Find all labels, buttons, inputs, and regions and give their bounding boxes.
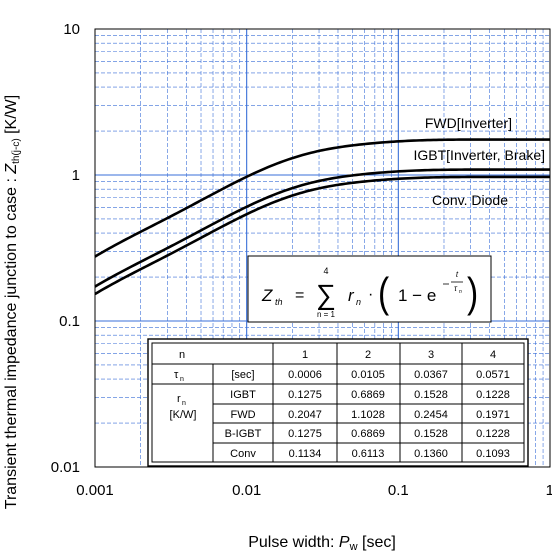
y-tick-label: 10	[63, 21, 80, 38]
table-tau-sub: n	[180, 376, 184, 383]
table-tau-2: 0.0105	[351, 369, 385, 381]
table-tau-3: 0.0367	[414, 369, 448, 381]
y-tick-label: 0.01	[51, 459, 80, 476]
series-label-2: Conv. Diode	[432, 192, 508, 208]
table-header-2: 2	[365, 349, 371, 361]
table-header-1: 1	[302, 349, 308, 361]
table-header-n: n	[179, 349, 185, 361]
table-tau-label: τ	[174, 369, 179, 381]
formula-exp-t: t	[456, 270, 459, 279]
table-tau-unit: [sec]	[231, 369, 254, 381]
table-row-name: FWD	[230, 409, 255, 421]
table-cell: 0.1228	[476, 389, 510, 401]
series-label-0: FWD[Inverter]	[425, 115, 512, 131]
table-header-4: 4	[490, 349, 496, 361]
table-row-name: IGBT	[230, 389, 256, 401]
series-label-1: IGBT[Inverter, Brake]	[414, 147, 546, 163]
table-cell: 0.1360	[414, 448, 448, 460]
formula-sum-top: 4	[323, 266, 328, 276]
table-tau-4: 0.0571	[476, 369, 510, 381]
table-cell: 0.1528	[414, 428, 448, 440]
table-r-sub: n	[182, 400, 186, 407]
y-tick-label: 0.1	[59, 313, 80, 330]
y-tick-labels: 0.01 0.1 1 10	[51, 21, 80, 476]
x-tick-labels: 0.001 0.01 0.1 1	[76, 482, 552, 499]
table-cell: 0.1228	[476, 428, 510, 440]
series-line-0	[94, 138, 550, 258]
table-cell: 0.1275	[288, 428, 322, 440]
formula-sum-symbol: ∑	[316, 279, 336, 310]
formula-term-sub: n	[356, 297, 361, 307]
x-axis-label: Pulse width: Pw [sec]	[248, 534, 396, 553]
formula-open-paren: (	[378, 271, 389, 317]
formula-one-minus: 1 − e	[398, 286, 436, 305]
formula-lhs: Z	[261, 286, 273, 305]
series-labels: FWD[Inverter] IGBT[Inverter, Brake] Conv. …	[414, 115, 546, 208]
table-row-name: B-IGBT	[225, 428, 262, 440]
table-cell: 0.1275	[288, 389, 322, 401]
table-r-label: r	[177, 393, 181, 405]
formula-sum-bottom: n = 1	[317, 310, 336, 319]
table-row-name: Conv	[230, 448, 256, 460]
x-tick-label: 0.01	[232, 482, 261, 499]
table-cell: 0.1528	[414, 389, 448, 401]
table-cell: 0.2454	[414, 409, 448, 421]
series-line-1	[94, 168, 550, 288]
x-tick-label: 1	[546, 482, 552, 499]
table-cell: 0.6113	[352, 448, 385, 460]
table-cell: 0.6869	[351, 389, 385, 401]
formula-exp-tau-sub: n	[459, 289, 462, 295]
formula-term: r	[348, 286, 355, 305]
formula-equals: =	[295, 287, 304, 304]
table-cell: 0.1134	[289, 448, 322, 460]
plot-frame	[94, 28, 551, 468]
formula-dot: ·	[368, 286, 373, 303]
table-header-3: 3	[428, 349, 434, 361]
y-tick-label: 1	[72, 167, 80, 184]
table-cell: 0.2047	[288, 409, 322, 421]
parameter-table: n 1 2 3 4 τ n [sec] 0.0006 0.0105 0.0367…	[147, 338, 529, 467]
table-r-unit: [K/W]	[170, 409, 197, 421]
table-cell: 1.1028	[351, 409, 385, 421]
series-line-2	[94, 175, 550, 296]
x-tick-label: 0.001	[76, 482, 114, 499]
formula-close-paren: )	[467, 271, 478, 317]
series-curves	[94, 138, 550, 296]
table-tau-1: 0.0006	[288, 369, 322, 381]
x-tick-label: 0.1	[388, 482, 409, 499]
table-cell: 0.6869	[351, 428, 385, 440]
y-axis-label: Transient thermal impedance junction to …	[3, 95, 22, 509]
table-cell: 0.1971	[476, 409, 510, 421]
table-cell: 0.1093	[476, 448, 510, 460]
formula-box: Z th = 4 ∑ n = 1 r n · ( 1 − e t τ n )	[247, 255, 492, 323]
formula-lhs-sub: th	[275, 297, 283, 307]
formula-exp-tau: τ	[454, 284, 458, 293]
